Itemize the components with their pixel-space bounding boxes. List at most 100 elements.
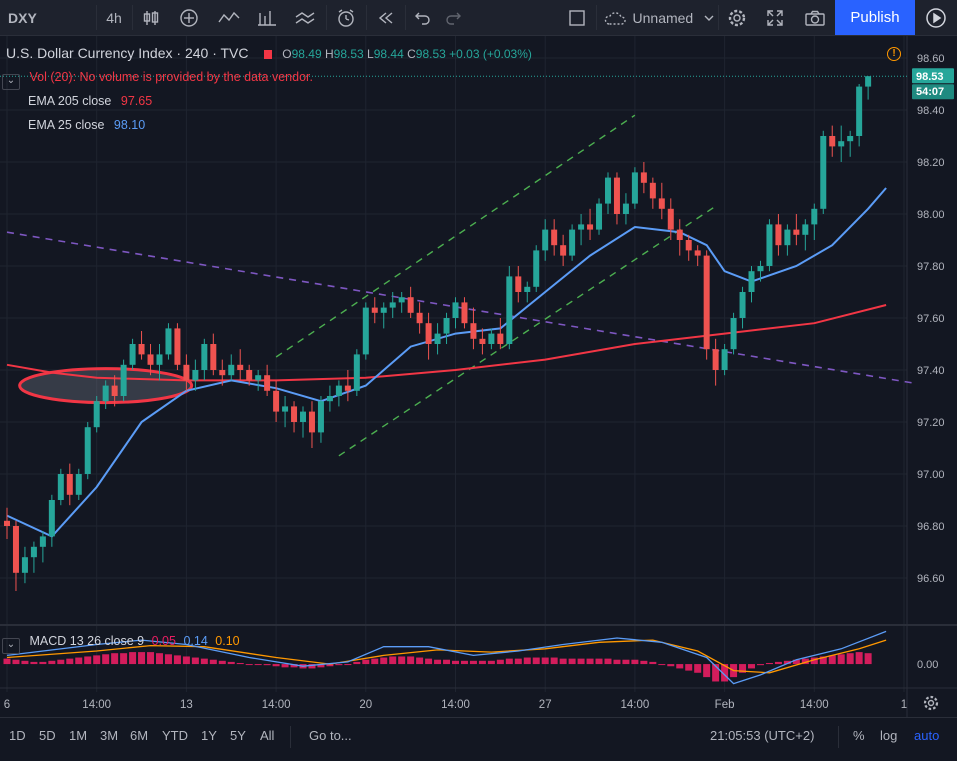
candle [300, 406, 307, 438]
candle-body [210, 344, 217, 370]
candle [434, 323, 441, 355]
macd-histogram-bar [155, 653, 163, 665]
candle [784, 224, 791, 256]
price-axis-label: 97.40 [917, 365, 945, 377]
alert-icon[interactable] [330, 0, 362, 35]
macd-histogram-bar [667, 664, 675, 667]
candle [21, 546, 28, 584]
macd-histogram-bar [622, 659, 630, 665]
macd-histogram-bar [712, 664, 720, 682]
replay-icon[interactable] [370, 0, 402, 35]
macd-histogram-bar [236, 662, 244, 665]
candle [766, 219, 773, 272]
settings-icon[interactable] [722, 0, 752, 35]
collapse-legend-button[interactable]: ⌄ [2, 74, 20, 90]
log-toggle[interactable]: log [880, 728, 898, 743]
axis-settings-icon[interactable] [922, 694, 940, 712]
macd-line-value: 0.14 [183, 634, 208, 648]
macd-histogram-bar [389, 656, 397, 665]
compare-icon[interactable] [290, 0, 322, 35]
bars-icon[interactable] [252, 0, 282, 35]
candle [111, 375, 118, 407]
bottom-toolbar: 1D 5D 1M 3M 6M YTD 1Y 5Y All Go to... 21… [0, 717, 957, 761]
ema205-line [6, 304, 887, 382]
candle-body [820, 136, 827, 209]
candle [694, 245, 701, 266]
macd-histogram-bar [577, 658, 585, 665]
macd-histogram-bar [398, 656, 406, 665]
range-ytd[interactable]: YTD [162, 728, 188, 743]
ohlc-label: H [325, 47, 334, 61]
time-axis-label: 14:00 [800, 699, 829, 711]
macd-histogram-bar [12, 659, 20, 665]
indicators-icon[interactable] [212, 0, 246, 35]
candles-icon[interactable] [136, 0, 166, 35]
range-6m[interactable]: 6M [130, 728, 149, 743]
macd-histogram-bar [93, 655, 101, 665]
open-value: 98.49 [291, 47, 322, 61]
range-3m[interactable]: 3M [100, 728, 119, 743]
candle-body [829, 136, 836, 147]
range-1m[interactable]: 1M [69, 728, 88, 743]
camera-icon[interactable] [800, 0, 830, 35]
candle-body [730, 318, 737, 350]
undo-icon[interactable] [408, 0, 438, 35]
candle-body [84, 427, 91, 474]
high-value: 98.53 [333, 47, 364, 61]
candle [560, 234, 567, 266]
redo-icon[interactable] [438, 0, 468, 35]
macd-histogram-bar [658, 664, 666, 666]
candle [264, 364, 271, 396]
chart-canvas[interactable]: 98.60 98.40 98.20 98.00 97.80 97.60 97.40 97.20… [0, 36, 957, 717]
range-1d[interactable]: 1D [9, 728, 26, 743]
candle-body [282, 406, 289, 412]
cloud-icon [604, 11, 626, 25]
interval-button[interactable]: 4h [97, 0, 131, 35]
macd-histogram-bar [819, 656, 827, 665]
candle-body [147, 354, 154, 365]
auto-toggle[interactable]: auto [914, 728, 940, 743]
range-all[interactable]: All [260, 728, 275, 743]
candle [344, 370, 351, 402]
play-icon[interactable] [915, 0, 957, 35]
candle [793, 214, 800, 246]
candle [524, 281, 531, 303]
ema25-value: 98.10 [113, 118, 146, 132]
macd-histogram-bar [523, 657, 531, 665]
alert-warning-icon[interactable]: ! [887, 47, 901, 61]
symbol-search[interactable]: DXY [0, 0, 104, 35]
candle-body [739, 292, 746, 318]
layout-icon[interactable] [564, 0, 590, 35]
macd-histogram-bar [227, 661, 235, 665]
candle-body [255, 375, 262, 381]
macd-histogram-bar [102, 654, 110, 665]
ema25-legend: EMA 25 close 98.10 [28, 118, 145, 132]
collapse-macd-button[interactable]: ⌄ [2, 638, 20, 654]
macd-histogram-bar [703, 664, 711, 678]
candle-body [228, 364, 235, 376]
candle [380, 302, 387, 329]
macd-histogram-bar [550, 657, 558, 665]
candle [246, 364, 253, 386]
fullscreen-icon[interactable] [760, 0, 790, 35]
macd-histogram-bar [272, 664, 280, 667]
percent-toggle[interactable]: % [853, 728, 865, 743]
goto-button[interactable]: Go to... [309, 728, 352, 743]
range-1y[interactable]: 1Y [201, 728, 217, 743]
publish-button[interactable]: Publish [835, 0, 915, 35]
macd-histogram-bar [514, 658, 522, 665]
price-axis-label: 97.00 [917, 469, 945, 481]
range-5y[interactable]: 5Y [230, 728, 246, 743]
add-indicator-icon[interactable] [172, 0, 206, 35]
macd-histogram-bar [308, 664, 316, 669]
vol-legend: ⌄ Vol (20): No volume is provided by the… [2, 70, 313, 90]
layout-name-menu[interactable]: Unnamed [603, 0, 715, 35]
macd-signal-value: 0.10 [215, 634, 240, 648]
candle [865, 76, 872, 100]
clock[interactable]: 21:05:53 (UTC+2) [710, 728, 815, 743]
candle [102, 380, 109, 409]
macd-histogram-bar [30, 661, 38, 665]
ema205-label: EMA 205 close [28, 94, 112, 108]
range-5d[interactable]: 5D [39, 728, 56, 743]
candle-body [802, 224, 809, 235]
